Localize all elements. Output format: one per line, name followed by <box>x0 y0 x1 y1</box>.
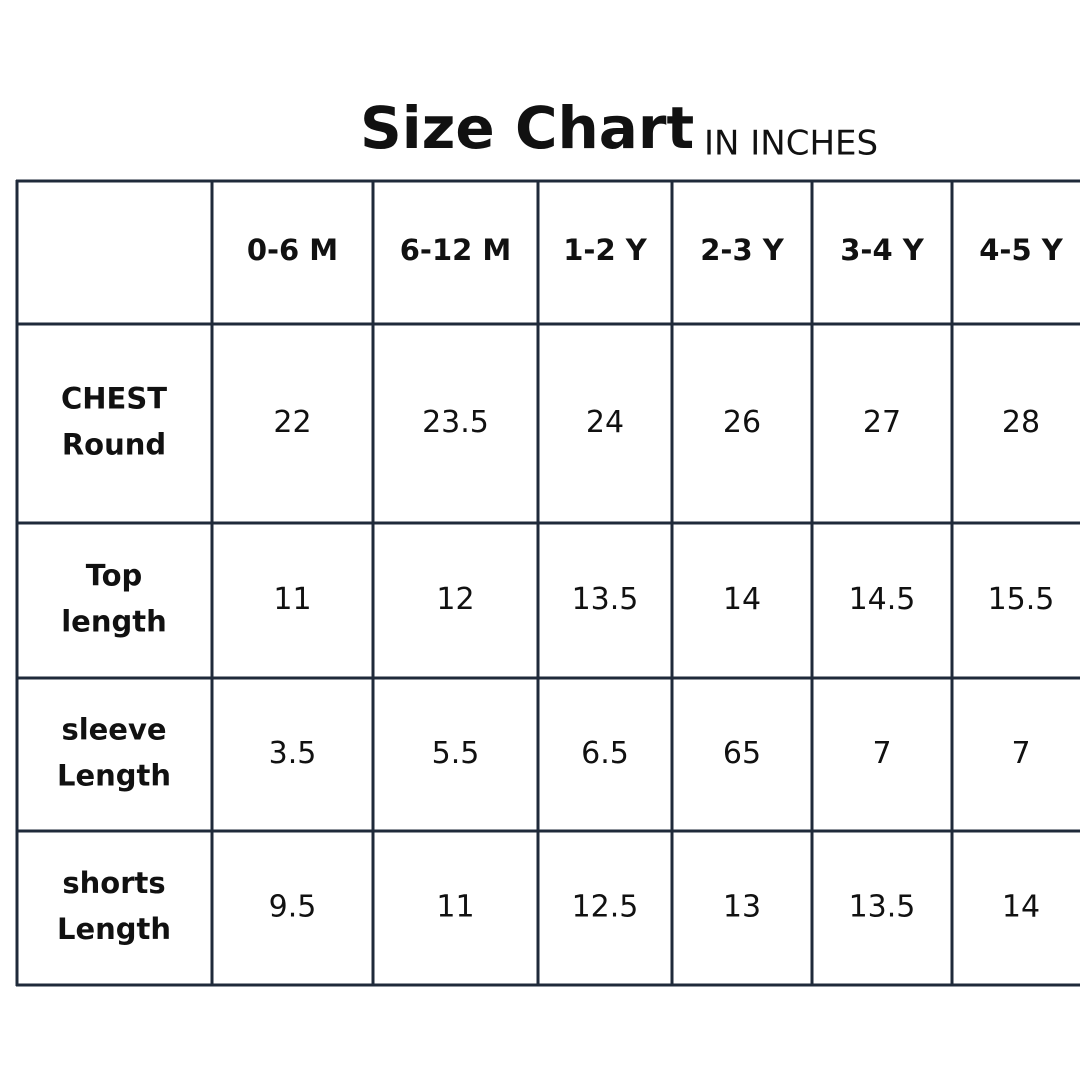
cell-value: 3.5 <box>269 736 317 771</box>
cell-value: 5.5 <box>432 736 480 771</box>
cell-value: 14.5 <box>849 582 916 617</box>
row-label: Top <box>86 559 143 593</box>
cell-value: 15.5 <box>988 582 1055 617</box>
row-label: length <box>61 605 167 639</box>
title: Size Chart <box>360 94 694 162</box>
column-header: 3-4 Y <box>840 233 924 267</box>
cell-value: 65 <box>723 736 761 771</box>
cell-value: 14 <box>723 582 761 617</box>
subtitle: IN INCHES <box>704 124 878 164</box>
cell-value: 6.5 <box>581 736 629 771</box>
column-header: 2-3 Y <box>700 233 784 267</box>
cell-value: 13.5 <box>849 890 916 925</box>
row-label: sleeve <box>61 713 166 747</box>
cell-value: 11 <box>273 582 311 617</box>
column-header: 6-12 M <box>400 233 512 267</box>
cell-value: 26 <box>723 405 761 440</box>
cell-value: 11 <box>436 890 474 925</box>
row-label: shorts <box>62 866 165 900</box>
cell-value: 14 <box>1002 890 1040 925</box>
cell-value: 24 <box>586 405 624 440</box>
column-header: 1-2 Y <box>563 233 647 267</box>
cell-value: 13.5 <box>572 582 639 617</box>
row-label: Round <box>62 428 166 462</box>
row-label: Length <box>57 912 171 946</box>
row-label: Length <box>57 759 171 793</box>
cell-value: 23.5 <box>422 405 489 440</box>
cell-value: 12 <box>436 582 474 617</box>
column-header: 0-6 M <box>247 233 338 267</box>
column-header: 4-5 Y <box>979 233 1063 267</box>
cell-value: 12.5 <box>572 890 639 925</box>
row-label: CHEST <box>61 382 167 416</box>
cell-value: 27 <box>863 405 901 440</box>
cell-value: 7 <box>872 736 891 771</box>
cell-value: 22 <box>273 405 311 440</box>
cell-value: 13 <box>723 890 761 925</box>
cell-value: 28 <box>1002 405 1040 440</box>
cell-value: 7 <box>1011 736 1030 771</box>
cell-value: 9.5 <box>269 890 317 925</box>
